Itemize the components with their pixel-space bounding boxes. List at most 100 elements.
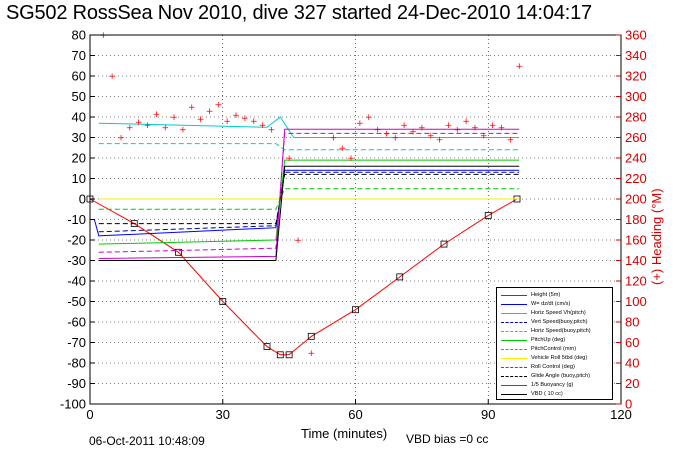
x-tick-label: 0	[86, 407, 93, 422]
x-tick-label: 120	[610, 407, 632, 422]
footer-vbd-bias: VBD bias =0 cc	[406, 432, 489, 446]
height-marker	[307, 332, 315, 340]
series-line-8	[98, 132, 520, 253]
y-left-ticks: 80 70 60 50 40 30 20 10 0 -10 -20 -30 -40 -50 -60 -70 -8…	[60, 28, 95, 412]
y-right-tick-label: 120	[625, 274, 647, 289]
legend-label: Height (5m)	[531, 292, 561, 298]
legend-swatch	[501, 322, 527, 323]
heading-point: +	[365, 113, 373, 123]
heading-point: +	[498, 123, 506, 133]
heading-point: +	[356, 119, 364, 129]
legend: Height (5m) W= dz/dt (cm/s) Horiz Speed Vh…	[496, 287, 613, 400]
series-line-3	[98, 171, 520, 233]
heading-point: +	[170, 113, 178, 123]
legend-item: Roll Control (deg)	[497, 363, 614, 372]
y-right-tick-label: 280	[625, 110, 647, 125]
y-right-tick-label: 220	[625, 171, 647, 186]
heading-point: +	[100, 31, 108, 41]
y-left-tick-label: 10	[72, 171, 86, 186]
heading-point: +	[409, 127, 417, 137]
legend-label: Vehicle Roll 5tbd (deg)	[531, 355, 588, 361]
legend-item: Horiz Speed Vh(pitch)	[497, 309, 614, 318]
series-layer	[86, 116, 521, 359]
legend-item: Vehicle Roll 5tbd (deg)	[497, 354, 614, 363]
footer-timestamp: 06-Oct-2011 10:48:09	[89, 434, 205, 448]
legend-label: PitchControl (mm)	[531, 346, 577, 352]
heading-point: +	[515, 62, 523, 72]
heading-point: +	[285, 154, 293, 164]
height-marker	[175, 248, 182, 256]
legend-item: Horiz Speed(buoy,pitch)	[497, 327, 614, 336]
heading-point: +	[338, 144, 346, 154]
heading-point: +	[161, 123, 169, 133]
height-marker	[484, 211, 492, 219]
legend-swatch	[501, 349, 527, 350]
heading-point: +	[144, 121, 152, 131]
heading-point: +	[471, 123, 479, 133]
heading-point: +	[197, 115, 205, 125]
series-line-11	[98, 165, 520, 261]
heading-point: +	[232, 111, 240, 121]
y-right-tick-label: 340	[625, 48, 647, 63]
y-right-tick-label: 200	[625, 192, 647, 207]
height-marker	[263, 343, 271, 351]
y-left-tick-label: -70	[67, 335, 86, 350]
legend-label: Glide Angle (buoy,pitch)	[531, 373, 590, 379]
legend-label: W= dz/dt (cm/s)	[531, 301, 571, 307]
legend-item: VBD ( 10 cc)	[497, 390, 614, 399]
legend-item: Height (5m)	[497, 291, 614, 300]
y-right-tick-label: 40	[625, 356, 639, 371]
y-left-tick-label: 60	[72, 69, 86, 84]
heading-point: +	[153, 110, 161, 120]
y-right-tick-label: 80	[625, 315, 639, 330]
heading-point: +	[250, 117, 258, 127]
legend-item: PitchControl (mm)	[497, 345, 614, 354]
y-left-tick-label: -10	[67, 212, 86, 227]
y-right-tick-label: 160	[625, 233, 647, 248]
chart-title-text: SG502 RossSea Nov 2010, dive 327 started…	[6, 2, 592, 24]
heading-point: +	[392, 134, 400, 144]
heading-point: +	[507, 136, 515, 146]
height-marker	[276, 351, 284, 359]
legend-swatch	[501, 385, 527, 386]
y-right-tick-label: 0	[625, 397, 632, 412]
x-ticks: 0 30 60 90 120	[86, 399, 632, 422]
x-axis-label: Time (minutes)	[301, 426, 388, 441]
y-left-tick-label: -40	[67, 274, 86, 289]
legend-label: PitchUp (deg)	[531, 337, 566, 343]
legend-item: Vert Speed(buoy,pitch)	[497, 318, 614, 327]
legend-swatch	[501, 331, 527, 332]
y-right-tick-label: 20	[625, 376, 639, 391]
y-right-tick-label: 360	[625, 28, 647, 43]
height-marker	[396, 273, 404, 281]
y-right-tick-label: 240	[625, 151, 647, 166]
height-marker	[352, 306, 359, 314]
heading-point: +	[480, 131, 488, 141]
y-right-tick-label: 180	[625, 212, 647, 227]
y-right-tick-label: 60	[625, 335, 639, 350]
y-right-tick-label: 300	[625, 89, 647, 104]
legend-item: PitchUp (deg)	[497, 336, 614, 345]
y-left-tick-label: 80	[72, 28, 86, 43]
series-line-4	[98, 143, 520, 151]
y-right-axis-label: (+) Heading (°M)	[649, 188, 664, 285]
x-tick-label: 30	[216, 407, 230, 422]
legend-swatch	[501, 376, 527, 377]
legend-swatch	[501, 358, 527, 359]
series-line-10	[98, 128, 520, 259]
heading-point: +	[135, 118, 143, 128]
legend-label: VBD ( 10 cc)	[531, 391, 563, 397]
legend-swatch	[501, 394, 527, 395]
height-marker	[285, 351, 293, 359]
height-marker	[219, 298, 227, 305]
height-marker	[440, 240, 448, 248]
heading-point: +	[374, 125, 382, 135]
y-left-tick-label: -20	[67, 233, 86, 248]
x-tick-label: 90	[481, 407, 495, 422]
heading-point: +	[330, 134, 338, 144]
legend-label: Vert Speed(buoy,pitch)	[531, 319, 588, 325]
series-line-0	[89, 198, 518, 356]
heading-point: +	[462, 117, 470, 127]
heading-point: +	[307, 349, 315, 359]
